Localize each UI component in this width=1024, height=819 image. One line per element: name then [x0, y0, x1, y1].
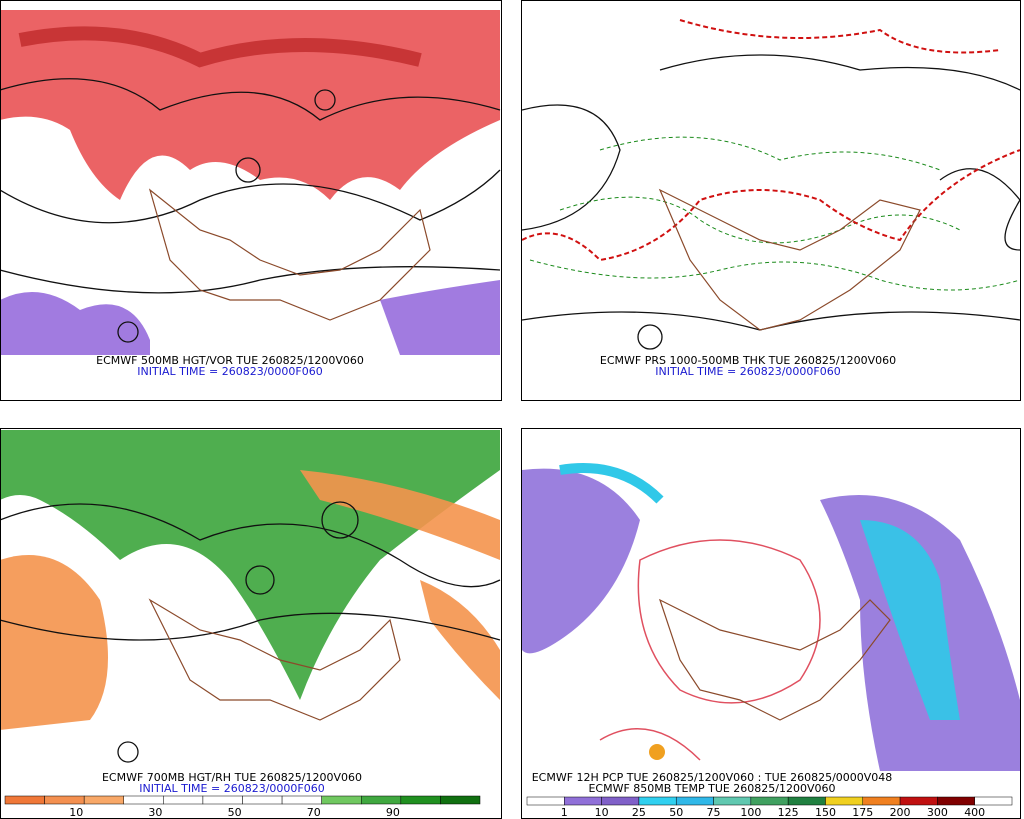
colorbar-label: 25	[632, 806, 646, 819]
map-pressure	[522, 19, 1020, 350]
colorbar-cell	[750, 796, 789, 806]
caption: ECMWF 700MB HGT/RH TUE 260825/1200V060	[102, 771, 362, 784]
map-precip	[522, 463, 1020, 771]
colorbar-cell	[974, 796, 1013, 806]
colorbar-label: 75	[707, 806, 721, 819]
colorbar-cell	[83, 795, 124, 805]
caption: ECMWF PRS 1000-500MB THK TUE 260825/1200…	[600, 354, 896, 367]
colorbar-cell	[713, 796, 752, 806]
colorbar-cell	[4, 795, 45, 805]
colorbar-label: 50	[669, 806, 683, 819]
caption: INITIAL TIME = 260823/0000F060	[137, 365, 322, 378]
caption: ECMWF 850MB TEMP TUE 260825/1200V060	[588, 782, 835, 795]
colorbar-cell	[862, 796, 901, 806]
colorbar-label: 150	[815, 806, 836, 819]
colorbar-label: 300	[927, 806, 948, 819]
colorbar-cell	[123, 795, 164, 805]
caption: ECMWF 500MB HGT/VOR TUE 260825/1200V060	[96, 354, 364, 367]
colorbar-cell	[321, 795, 362, 805]
colorbar-cell	[601, 796, 640, 806]
caption: ECMWF 12H PCP TUE 260825/1200V060 : TUE …	[532, 771, 893, 784]
colorbar-cell	[825, 796, 864, 806]
colorbar-label: 100	[740, 806, 761, 819]
panel-frame	[521, 0, 1021, 401]
colorbar-cell	[242, 795, 283, 805]
colorbar-cell	[564, 796, 602, 806]
colorbar-cell	[361, 795, 402, 805]
colorbar-cell	[899, 796, 938, 806]
colorbar-label: 200	[890, 806, 911, 819]
colorbar-label: 10	[69, 806, 83, 819]
colorbar-cell	[937, 796, 975, 806]
colorbar-cell	[440, 795, 481, 805]
colorbar-cell	[675, 796, 714, 806]
colorbar-cell	[281, 795, 322, 805]
colorbar-cell	[638, 796, 677, 806]
colorbar-cell	[787, 796, 826, 806]
map-700mb	[1, 430, 501, 763]
colorbar-label: 10	[595, 806, 609, 819]
caption: INITIAL TIME = 260823/0000F060	[139, 782, 324, 795]
colorbar-cell	[44, 795, 85, 805]
map-500mb	[1, 10, 501, 355]
colorbar-label: 1	[561, 806, 568, 819]
colorbar-label: 70	[307, 806, 321, 819]
colorbar-label: 125	[778, 806, 799, 819]
colorbar-cell	[400, 795, 441, 805]
colorbar-label: 50	[228, 806, 242, 819]
colorbar-cell	[526, 796, 565, 806]
colorbar-label: 90	[386, 806, 400, 819]
colorbar-label: 30	[148, 806, 162, 819]
colorbar-cell	[163, 795, 204, 805]
colorbar-label: 400	[964, 806, 985, 819]
caption: INITIAL TIME = 260823/0000F060	[655, 365, 840, 378]
colorbar-cell	[202, 795, 243, 805]
colorbar-label: 175	[852, 806, 873, 819]
